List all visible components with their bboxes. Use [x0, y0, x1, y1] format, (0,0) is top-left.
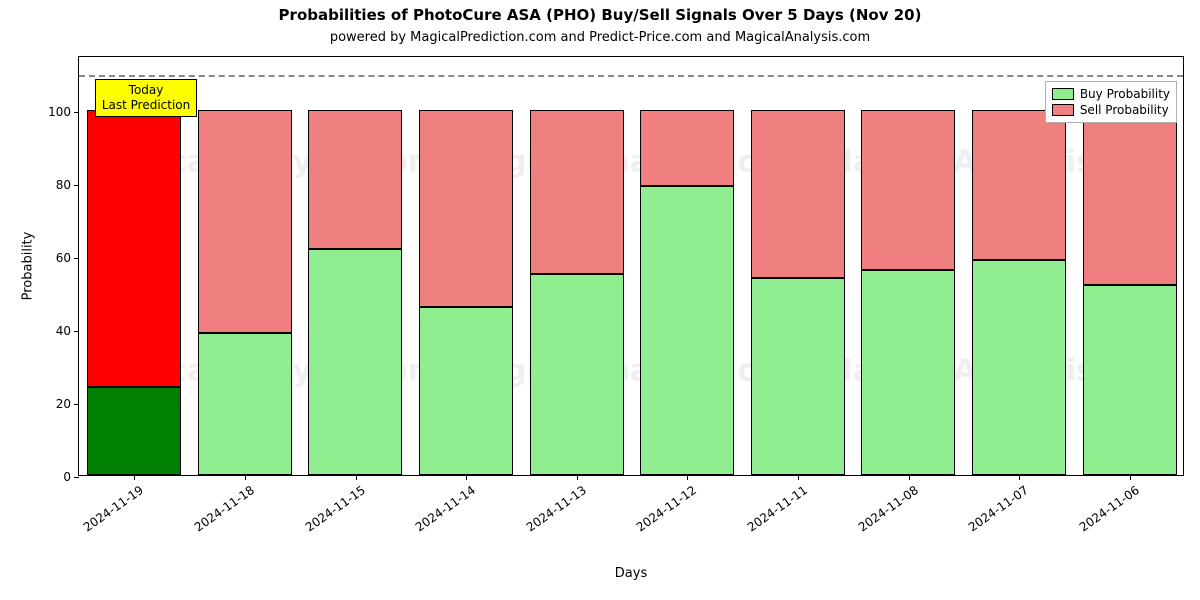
bar-buy [751, 278, 845, 475]
bar-buy [972, 260, 1066, 475]
ytick-label: 80 [56, 178, 71, 192]
ytick-mark [74, 477, 79, 478]
x-axis-label: Days [615, 566, 647, 581]
bar-buy [198, 333, 292, 475]
plot-area: MagicalAnalysis.comMagicalAnalysis.comMa… [78, 56, 1184, 476]
legend: Buy Probability Sell Probability [1045, 81, 1177, 123]
reference-line [79, 75, 1183, 77]
bar-sell [419, 110, 513, 307]
bar-sell [861, 110, 955, 271]
ytick-label: 0 [63, 470, 71, 484]
xtick-mark [798, 475, 799, 480]
xtick-mark [1130, 475, 1131, 480]
chart-subtitle: powered by MagicalPrediction.com and Pre… [0, 30, 1200, 45]
xtick-label: 2024-11-07 [966, 483, 1031, 534]
plot-inner: MagicalAnalysis.comMagicalAnalysis.comMa… [79, 57, 1183, 475]
xtick-label: 2024-11-11 [745, 483, 810, 534]
legend-row-buy: Buy Probability [1052, 86, 1170, 102]
today-annotation: Today Last Prediction [95, 79, 197, 117]
bar-buy [530, 274, 624, 475]
bar-buy [1083, 285, 1177, 475]
ytick-mark [74, 331, 79, 332]
xtick-mark [134, 475, 135, 480]
bar-buy [640, 186, 734, 475]
ytick-mark [74, 185, 79, 186]
legend-label-sell: Sell Probability [1080, 102, 1169, 118]
bar-buy [87, 387, 181, 475]
bar-sell [972, 110, 1066, 260]
bar-sell [1083, 110, 1177, 285]
legend-row-sell: Sell Probability [1052, 102, 1170, 118]
xtick-label: 2024-11-14 [413, 483, 478, 534]
bar-sell [308, 110, 402, 249]
xtick-label: 2024-11-18 [192, 483, 257, 534]
xtick-mark [356, 475, 357, 480]
xtick-label: 2024-11-06 [1077, 483, 1142, 534]
y-axis-label: Probability [21, 232, 36, 301]
bar-sell [640, 110, 734, 187]
xtick-label: 2024-11-08 [855, 483, 920, 534]
xtick-label: 2024-11-12 [634, 483, 699, 534]
bar-buy [861, 270, 955, 475]
bar-sell [751, 110, 845, 278]
xtick-mark [687, 475, 688, 480]
today-annotation-line1: Today [129, 83, 164, 97]
xtick-label: 2024-11-13 [524, 483, 589, 534]
xtick-mark [1019, 475, 1020, 480]
legend-label-buy: Buy Probability [1080, 86, 1170, 102]
today-annotation-line2: Last Prediction [102, 98, 190, 112]
ytick-label: 20 [56, 397, 71, 411]
bar-sell [87, 110, 181, 388]
legend-swatch-buy [1052, 88, 1074, 100]
xtick-label: 2024-11-15 [302, 483, 367, 534]
ytick-label: 100 [48, 105, 71, 119]
chart-title: Probabilities of PhotoCure ASA (PHO) Buy… [0, 6, 1200, 24]
ytick-mark [74, 258, 79, 259]
xtick-label: 2024-11-19 [81, 483, 146, 534]
bar-buy [419, 307, 513, 475]
ytick-label: 60 [56, 251, 71, 265]
bar-sell [198, 110, 292, 333]
xtick-mark [466, 475, 467, 480]
xtick-mark [577, 475, 578, 480]
legend-swatch-sell [1052, 104, 1074, 116]
bar-sell [530, 110, 624, 274]
ytick-mark [74, 112, 79, 113]
ytick-label: 40 [56, 324, 71, 338]
xtick-mark [909, 475, 910, 480]
xtick-mark [245, 475, 246, 480]
ytick-mark [74, 404, 79, 405]
bar-buy [308, 249, 402, 475]
